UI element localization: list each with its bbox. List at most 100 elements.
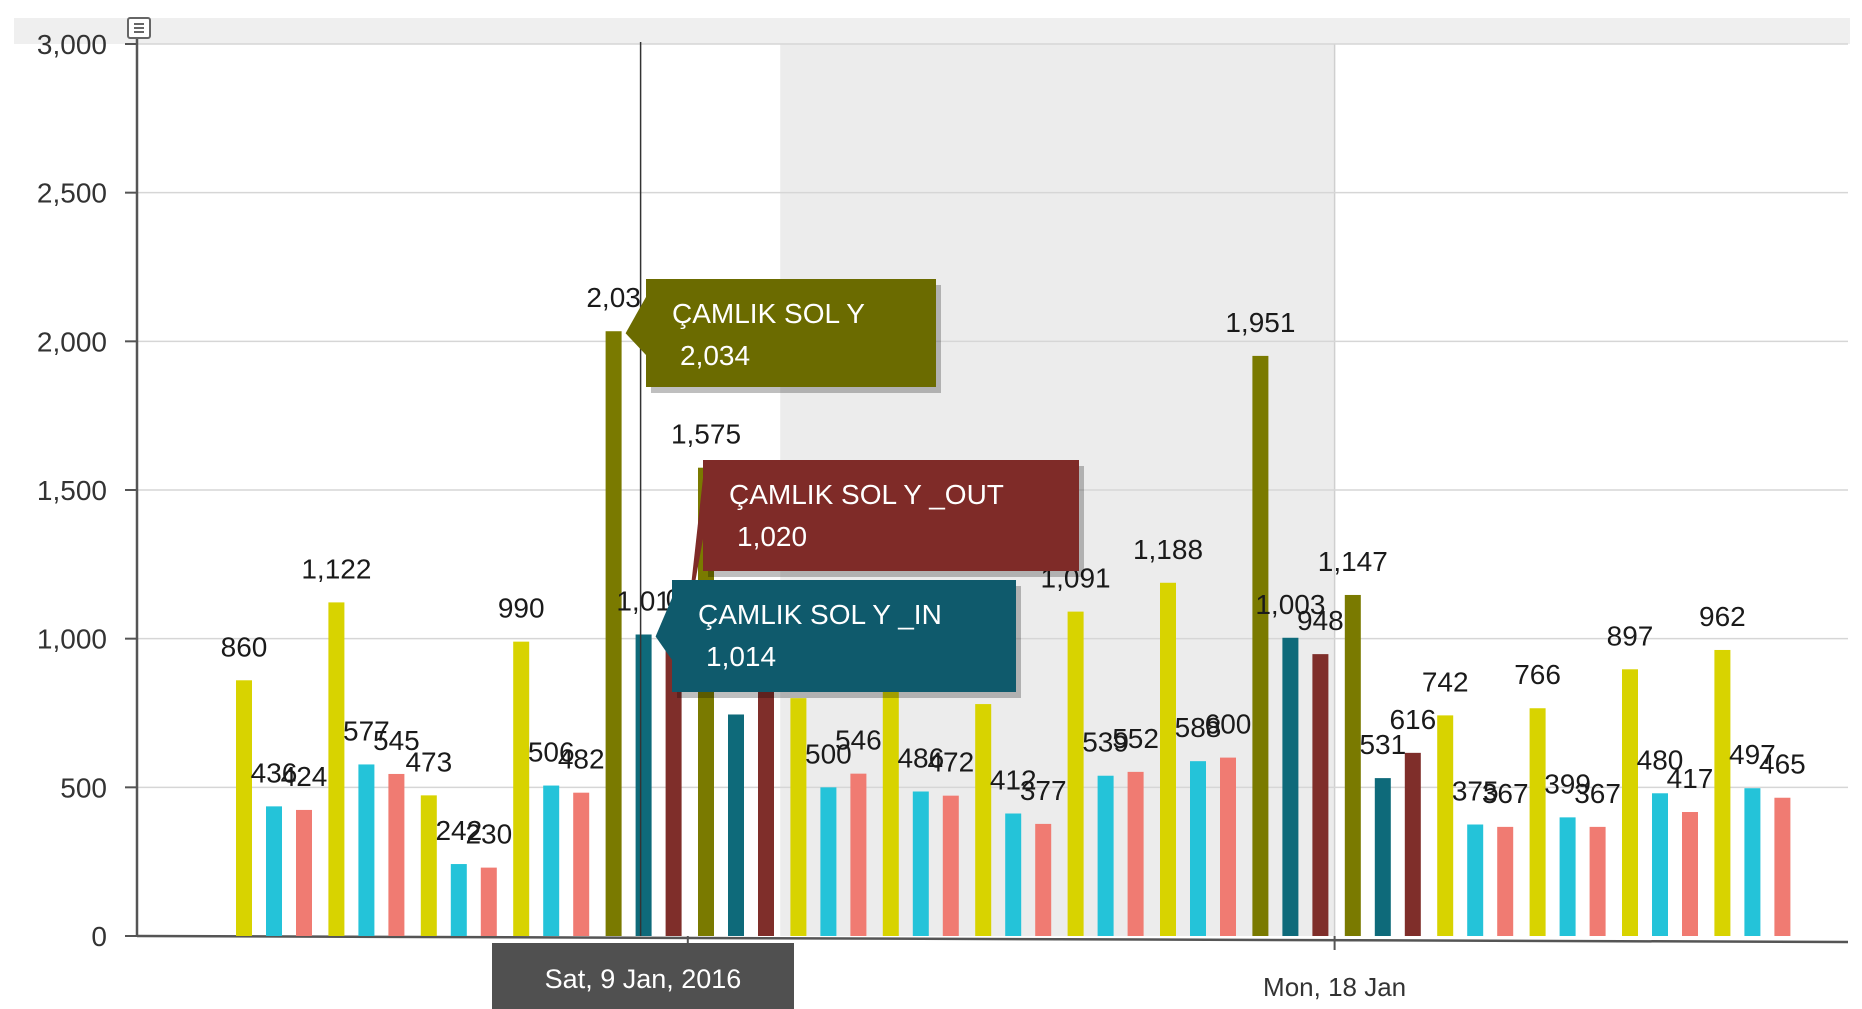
date-tooltip: Sat, 9 Jan, 2016 (492, 943, 794, 1009)
data-label: 539 (1082, 727, 1129, 758)
data-label: 367 (1574, 778, 1621, 809)
tooltip-box (646, 279, 936, 387)
bar[interactable] (573, 792, 590, 936)
bar[interactable] (388, 773, 405, 936)
data-label: 588 (1175, 712, 1222, 743)
bar[interactable] (1374, 778, 1391, 936)
tooltip-pointer (625, 297, 646, 355)
bar[interactable] (1652, 793, 1668, 936)
bar[interactable] (1559, 817, 1576, 936)
data-label: 1,122 (301, 553, 371, 584)
y-tick-label: 1,500 (37, 475, 107, 506)
y-tick-label: 3,000 (37, 29, 107, 60)
data-label: 766 (1514, 659, 1561, 690)
bar[interactable] (1220, 757, 1236, 936)
bar[interactable] (1344, 594, 1361, 936)
y-tick-label: 500 (60, 772, 107, 803)
bar[interactable] (1682, 812, 1698, 936)
bar[interactable] (543, 785, 560, 936)
bar[interactable] (1097, 775, 1114, 936)
x-axis-line (136, 934, 1849, 944)
bar[interactable] (820, 787, 837, 936)
data-label: 616 (1389, 704, 1436, 735)
tooltip-series-name: ÇAMLIK SOL Y _IN (698, 599, 942, 630)
data-label: 948 (1297, 605, 1344, 636)
bar[interactable] (1437, 715, 1454, 936)
data-label: 424 (281, 761, 328, 792)
data-label: 473 (405, 746, 452, 777)
bar[interactable] (1529, 708, 1546, 936)
bar[interactable] (296, 809, 312, 936)
bar[interactable] (1589, 826, 1606, 936)
bar[interactable] (635, 634, 652, 936)
bar[interactable] (882, 686, 899, 936)
y-tick-label: 2,500 (37, 178, 107, 209)
bar[interactable] (1714, 649, 1731, 936)
bar[interactable] (850, 773, 867, 936)
bars-layer[interactable] (236, 331, 1791, 937)
tooltip-pointer (655, 598, 672, 660)
data-label: 497 (1729, 739, 1776, 770)
data-label: 545 (373, 725, 420, 756)
bar[interactable] (1467, 824, 1484, 937)
bar[interactable] (420, 795, 437, 936)
tooltip-pointer (685, 478, 703, 635)
data-label: 375 (1452, 776, 1499, 807)
bar[interactable] (450, 864, 467, 936)
bar[interactable] (728, 714, 744, 936)
data-label: 962 (1699, 601, 1746, 632)
data-label: 2,03 (586, 282, 641, 313)
data-label: 860 (221, 631, 268, 662)
bar[interactable] (1005, 813, 1022, 936)
date-tooltip-text: Sat, 9 Jan, 2016 (545, 964, 742, 994)
data-label: 367 (1482, 778, 1529, 809)
bar[interactable] (605, 331, 622, 936)
bar[interactable] (1035, 823, 1052, 936)
y-tick-label: 1,000 (37, 624, 107, 655)
bar[interactable] (328, 602, 345, 936)
bar[interactable] (513, 641, 530, 936)
bar[interactable] (665, 632, 682, 936)
data-label: 897 (1607, 620, 1654, 651)
bar[interactable] (1497, 826, 1514, 936)
data-label: 506 (528, 737, 575, 768)
tooltip-box (672, 580, 1016, 692)
bar[interactable] (1282, 637, 1299, 936)
bar[interactable] (236, 680, 252, 936)
bar[interactable] (1774, 797, 1791, 936)
tooltip-value: 2,034 (680, 340, 750, 371)
bar[interactable] (1190, 761, 1206, 936)
data-label: 242 (435, 815, 482, 846)
bar[interactable] (1622, 669, 1638, 936)
bar[interactable] (758, 689, 774, 936)
data-label: 577 (343, 715, 390, 746)
data-label: 472 (927, 747, 974, 778)
data-label: 486 (897, 742, 944, 773)
data-label: 1,188 (1133, 534, 1203, 565)
bar[interactable] (975, 704, 992, 936)
data-label: 500 (805, 738, 852, 769)
bar[interactable] (790, 698, 807, 936)
bar[interactable] (912, 791, 929, 936)
bar[interactable] (1127, 771, 1144, 936)
bar[interactable] (1404, 752, 1421, 936)
bar[interactable] (1067, 611, 1084, 936)
chart-menu-icon[interactable] (127, 17, 151, 39)
bar[interactable] (1312, 654, 1329, 936)
data-labels-layer: 8601,1224739902,031,5751,0911,1881,9511,… (221, 282, 1806, 849)
data-label: 412 (990, 764, 1037, 795)
bar[interactable] (1160, 582, 1176, 936)
data-label: 546 (835, 725, 882, 756)
x-tick-label: Mon, 18 Jan (1263, 972, 1406, 1002)
data-label: 1,01 (616, 586, 671, 617)
bar[interactable] (942, 795, 959, 936)
bar[interactable] (1744, 788, 1761, 936)
bar[interactable] (358, 764, 375, 936)
tooltip-value: 1,014 (706, 641, 776, 672)
bar[interactable] (480, 867, 497, 936)
bar[interactable] (266, 806, 282, 936)
bar[interactable] (1252, 355, 1269, 936)
data-label: 399 (1544, 768, 1591, 799)
chart-menu-layer[interactable] (127, 17, 151, 39)
